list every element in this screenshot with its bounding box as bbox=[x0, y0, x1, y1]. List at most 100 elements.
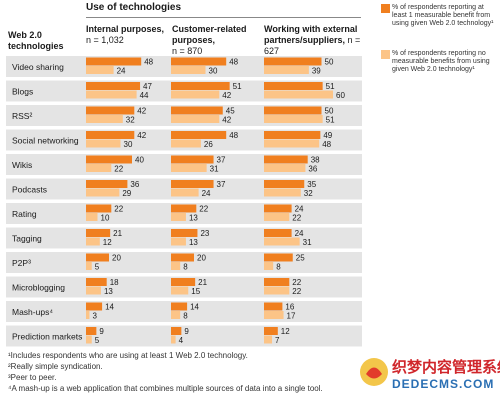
data-label-benefit: 25 bbox=[296, 254, 305, 263]
data-label-no-benefit: 7 bbox=[275, 336, 280, 345]
data-label-benefit: 24 bbox=[295, 229, 304, 238]
bar-benefit bbox=[264, 302, 283, 311]
data-label-no-benefit: 22 bbox=[114, 165, 123, 174]
bar-no-benefit bbox=[86, 188, 120, 197]
data-label-benefit: 9 bbox=[184, 327, 189, 336]
data-label-no-benefit: 36 bbox=[308, 165, 317, 174]
bar-no-benefit bbox=[264, 213, 290, 221]
data-label-no-benefit: 5 bbox=[95, 336, 100, 345]
footnote-1: ¹Includes respondents who are using at l… bbox=[8, 351, 248, 360]
bar-no-benefit bbox=[86, 213, 98, 221]
category-label: Podcasts bbox=[12, 185, 47, 195]
watermark-text-en: DEDECMS.COM bbox=[392, 377, 495, 391]
bar-benefit bbox=[171, 131, 227, 139]
bar-no-benefit bbox=[264, 311, 284, 319]
bar-no-benefit bbox=[264, 335, 273, 344]
category-label: Microblogging bbox=[12, 283, 65, 293]
bar-benefit bbox=[86, 155, 132, 164]
data-label-benefit: 16 bbox=[285, 303, 294, 312]
footnote-3: ³Peer to peer. bbox=[8, 373, 57, 382]
bar-no-benefit bbox=[171, 90, 220, 99]
bar-no-benefit bbox=[171, 237, 186, 246]
bar-benefit bbox=[86, 253, 109, 262]
bar-benefit bbox=[86, 278, 107, 286]
bar-no-benefit bbox=[86, 139, 121, 148]
bar-no-benefit bbox=[171, 188, 199, 197]
bar-no-benefit bbox=[264, 286, 290, 295]
data-label-benefit: 24 bbox=[295, 205, 304, 214]
data-label-no-benefit: 13 bbox=[104, 287, 113, 296]
bar-benefit bbox=[171, 327, 182, 335]
bar-no-benefit bbox=[171, 286, 189, 295]
bar-no-benefit bbox=[86, 286, 101, 295]
data-label-no-benefit: 30 bbox=[124, 140, 133, 149]
bar-benefit bbox=[264, 106, 322, 115]
data-label-benefit: 48 bbox=[144, 58, 153, 67]
data-label-benefit: 20 bbox=[112, 254, 121, 263]
data-label-no-benefit: 26 bbox=[204, 140, 213, 149]
category-label: P2P³ bbox=[12, 258, 31, 268]
column-title: Customer-related purposes, bbox=[172, 24, 247, 45]
bar-benefit bbox=[171, 82, 230, 90]
data-label-no-benefit: 10 bbox=[101, 214, 110, 223]
data-label-benefit: 51 bbox=[233, 82, 242, 91]
data-label-no-benefit: 39 bbox=[312, 67, 321, 76]
column-title: Internal purposes, bbox=[86, 24, 165, 34]
bar-no-benefit bbox=[264, 188, 301, 197]
bar-benefit bbox=[171, 302, 188, 311]
column-n: n = 627 bbox=[264, 35, 361, 56]
bar-no-benefit bbox=[264, 164, 306, 172]
category-label: Prediction markets bbox=[12, 332, 82, 342]
data-label-benefit: 47 bbox=[143, 82, 152, 91]
data-label-no-benefit: 13 bbox=[189, 238, 198, 247]
data-label-no-benefit: 48 bbox=[322, 140, 331, 149]
bar-benefit bbox=[171, 253, 194, 262]
data-label-no-benefit: 12 bbox=[103, 238, 112, 247]
bar-no-benefit bbox=[86, 66, 114, 74]
bar-no-benefit bbox=[264, 237, 300, 246]
bar-no-benefit bbox=[264, 66, 309, 74]
bar-no-benefit bbox=[171, 213, 186, 221]
data-label-benefit: 37 bbox=[217, 156, 226, 165]
data-label-no-benefit: 8 bbox=[183, 263, 188, 272]
row-header-label: Web 2.0 technologies bbox=[8, 30, 64, 51]
data-label-no-benefit: 5 bbox=[95, 263, 100, 272]
data-label-benefit: 42 bbox=[137, 107, 146, 116]
data-label-no-benefit: 30 bbox=[209, 67, 218, 76]
bar-benefit bbox=[171, 106, 223, 115]
data-label-no-benefit: 3 bbox=[92, 312, 97, 321]
bar-benefit bbox=[171, 155, 214, 164]
bar-benefit bbox=[264, 131, 321, 139]
data-label-benefit: 40 bbox=[135, 156, 144, 165]
bar-benefit bbox=[264, 327, 278, 335]
data-label-benefit: 18 bbox=[110, 278, 119, 287]
bar-benefit bbox=[171, 57, 227, 66]
bar-no-benefit bbox=[171, 262, 181, 270]
bar-no-benefit bbox=[264, 262, 274, 270]
watermark-text-cn: 织梦内容管理系统 bbox=[392, 359, 500, 376]
data-label-no-benefit: 32 bbox=[304, 189, 313, 198]
data-label-benefit: 14 bbox=[105, 303, 114, 312]
bar-benefit bbox=[86, 131, 135, 139]
data-label-benefit: 9 bbox=[99, 327, 104, 336]
legend-text-benefit: % of respondents reporting at least 1 me… bbox=[392, 4, 494, 27]
bar-benefit bbox=[264, 180, 305, 188]
bar-no-benefit bbox=[86, 262, 92, 270]
bar-benefit bbox=[264, 82, 323, 90]
data-label-no-benefit: 42 bbox=[222, 91, 231, 100]
bar-no-benefit bbox=[86, 90, 137, 99]
bar-no-benefit bbox=[86, 335, 92, 344]
bar-benefit bbox=[171, 278, 196, 286]
bar-benefit bbox=[86, 106, 135, 115]
bar-benefit bbox=[171, 229, 198, 237]
bar-no-benefit bbox=[86, 115, 123, 123]
data-label-benefit: 49 bbox=[323, 131, 332, 140]
column-header-customer: Customer-related purposes, n = 870 bbox=[172, 24, 267, 57]
bar-no-benefit bbox=[86, 311, 90, 319]
bar-no-benefit bbox=[264, 139, 320, 148]
legend-swatch-benefit bbox=[381, 4, 390, 13]
bar-benefit bbox=[264, 229, 292, 237]
bar-benefit bbox=[86, 180, 128, 188]
category-label: Wikis bbox=[12, 160, 32, 170]
